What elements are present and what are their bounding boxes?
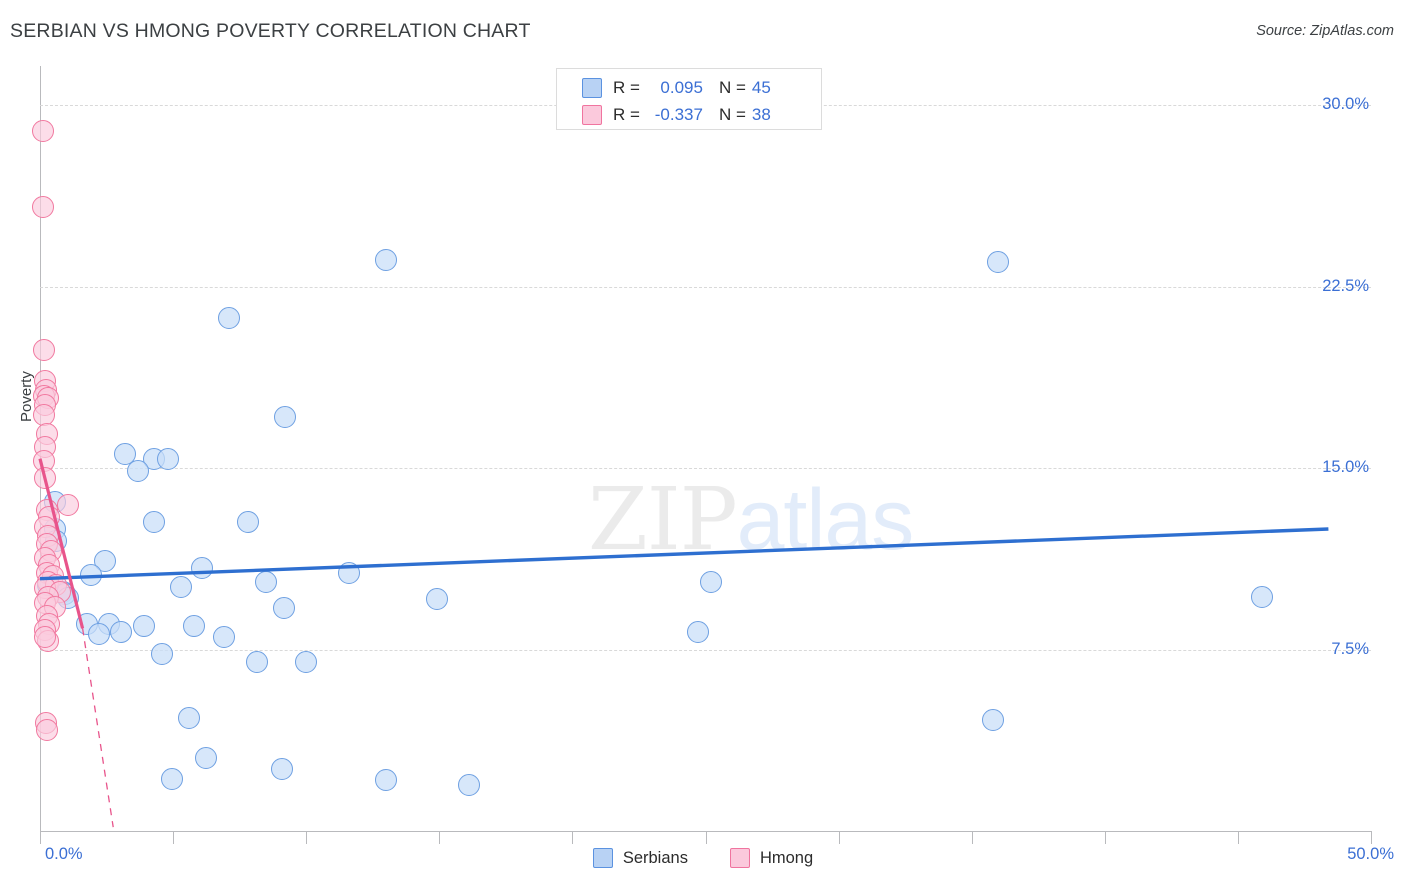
legend-swatch-serbians-icon (592, 848, 613, 868)
scatter-point-serbians[interactable] (212, 625, 235, 648)
scatter-point-hmong[interactable] (32, 120, 55, 143)
series-swatch-hmong-icon (582, 104, 602, 125)
scatter-point-serbians[interactable] (981, 709, 1004, 732)
scatter-point-serbians[interactable] (271, 757, 294, 780)
gridline (40, 650, 1371, 652)
scatter-point-serbians[interactable] (87, 623, 110, 646)
scatter-point-hmong[interactable] (36, 719, 59, 742)
scatter-point-serbians[interactable] (160, 767, 183, 790)
x-axis-label-min: 0.0% (45, 845, 83, 863)
x-axis-label-max: 50.0% (1347, 845, 1394, 863)
scatter-point-serbians[interactable] (191, 556, 214, 579)
x-axis-tick (705, 831, 707, 844)
scatter-point-serbians[interactable] (255, 571, 278, 594)
scatter-point-hmong[interactable] (33, 625, 56, 648)
scatter-point-serbians[interactable] (151, 642, 174, 665)
r-label-serbians: R = (613, 77, 640, 97)
stats-row-serbians: R = 0.095 N = 45 (557, 74, 821, 101)
y-axis-tick-label: 30.0% (1322, 94, 1369, 113)
r-value-hmong: -0.337 (654, 104, 703, 124)
stats-row-hmong: R = -0.337 N = 38 (557, 101, 821, 128)
watermark-atlas: atlas (736, 472, 915, 568)
plot-area: Poverty 7.5% 15.0% 22.5% 30.0% ZIPatlas (18, 66, 1372, 844)
scatter-point-serbians[interactable] (143, 510, 166, 533)
x-axis-tick (572, 831, 574, 844)
scatter-point-serbians[interactable] (236, 510, 259, 533)
legend-entry-hmong[interactable]: Hmong (729, 848, 814, 868)
legend-entry-serbians[interactable]: Serbians (592, 848, 688, 868)
r-label-hmong: R = (613, 104, 640, 124)
x-axis-tick (173, 831, 175, 844)
trendline-serbians (39, 527, 1329, 581)
watermark: ZIPatlas (588, 470, 915, 570)
scatter-point-serbians[interactable] (457, 773, 480, 796)
legend-swatch-hmong-icon (729, 848, 750, 868)
y-axis-tick-label: 22.5% (1322, 276, 1369, 295)
x-axis-tick (1371, 831, 1372, 844)
r-value-serbians: 0.095 (660, 77, 703, 97)
scatter-point-serbians[interactable] (127, 459, 150, 482)
trendline-extension-hmong (81, 628, 114, 828)
scatter-point-serbians[interactable] (375, 768, 398, 791)
scatter-point-hmong[interactable] (33, 338, 55, 361)
scatter-point-serbians[interactable] (170, 576, 193, 599)
scatter-point-serbians[interactable] (273, 406, 296, 429)
scatter-point-serbians[interactable] (272, 596, 295, 619)
scatter-point-serbians[interactable] (699, 571, 722, 594)
source-attribution: Source: ZipAtlas.com (1256, 23, 1394, 39)
gridline (40, 286, 1371, 288)
x-axis-tick (40, 831, 41, 844)
scatter-point-hmong[interactable] (34, 467, 57, 490)
scatter-point-serbians[interactable] (218, 307, 240, 330)
x-axis-tick (439, 831, 441, 844)
x-axis-tick (971, 831, 973, 844)
x-axis-tick (306, 831, 308, 844)
scatter-point-serbians[interactable] (178, 707, 201, 730)
n-value-serbians: 45 (751, 77, 771, 97)
series-swatch-serbians-icon (582, 77, 602, 98)
n-value-hmong: 38 (751, 104, 771, 124)
y-axis-tick-label: 15.0% (1322, 458, 1369, 477)
scatter-point-serbians[interactable] (245, 651, 268, 674)
x-axis-tick (1237, 831, 1239, 844)
scatter-point-hmong[interactable] (31, 195, 54, 218)
x-axis-tick (838, 831, 840, 844)
gridline (40, 468, 1371, 470)
scatter-point-serbians[interactable] (79, 564, 102, 587)
n-label-serbians: N = (718, 77, 746, 97)
scatter-point-hmong[interactable] (56, 493, 79, 516)
scatter-point-serbians[interactable] (295, 651, 318, 674)
trend-lines (38, 458, 1329, 828)
series-legend: Serbians Hmong (0, 848, 1406, 868)
scatter-point-serbians[interactable] (114, 442, 137, 465)
legend-label-hmong: Hmong (759, 848, 814, 867)
scatter-point-serbians[interactable] (337, 561, 360, 584)
y-axis-tick-label: 7.5% (1331, 640, 1369, 659)
x-axis-tick (1104, 831, 1106, 844)
scatter-point-serbians[interactable] (1250, 585, 1273, 608)
scatter-point-serbians[interactable] (375, 248, 398, 271)
legend-label-serbians: Serbians (622, 848, 688, 867)
scatter-point-serbians[interactable] (195, 747, 218, 770)
page-title: SERBIAN VS HMONG POVERTY CORRELATION CHA… (10, 20, 531, 42)
scatter-point-serbians[interactable] (156, 447, 179, 470)
scatter-point-serbians[interactable] (987, 251, 1010, 274)
scatter-point-serbians[interactable] (110, 621, 133, 644)
y-axis-title: Poverty (18, 371, 35, 422)
scatter-point-serbians[interactable] (183, 614, 206, 637)
scatter-point-serbians[interactable] (132, 614, 155, 637)
scatter-point-serbians[interactable] (686, 621, 709, 644)
correlation-stats-box: R = 0.095 N = 45 R = -0.337 N = 38 (556, 68, 822, 130)
n-label-hmong: N = (718, 104, 746, 124)
watermark-zip: ZIP (588, 470, 738, 570)
scatter-point-serbians[interactable] (425, 588, 448, 611)
